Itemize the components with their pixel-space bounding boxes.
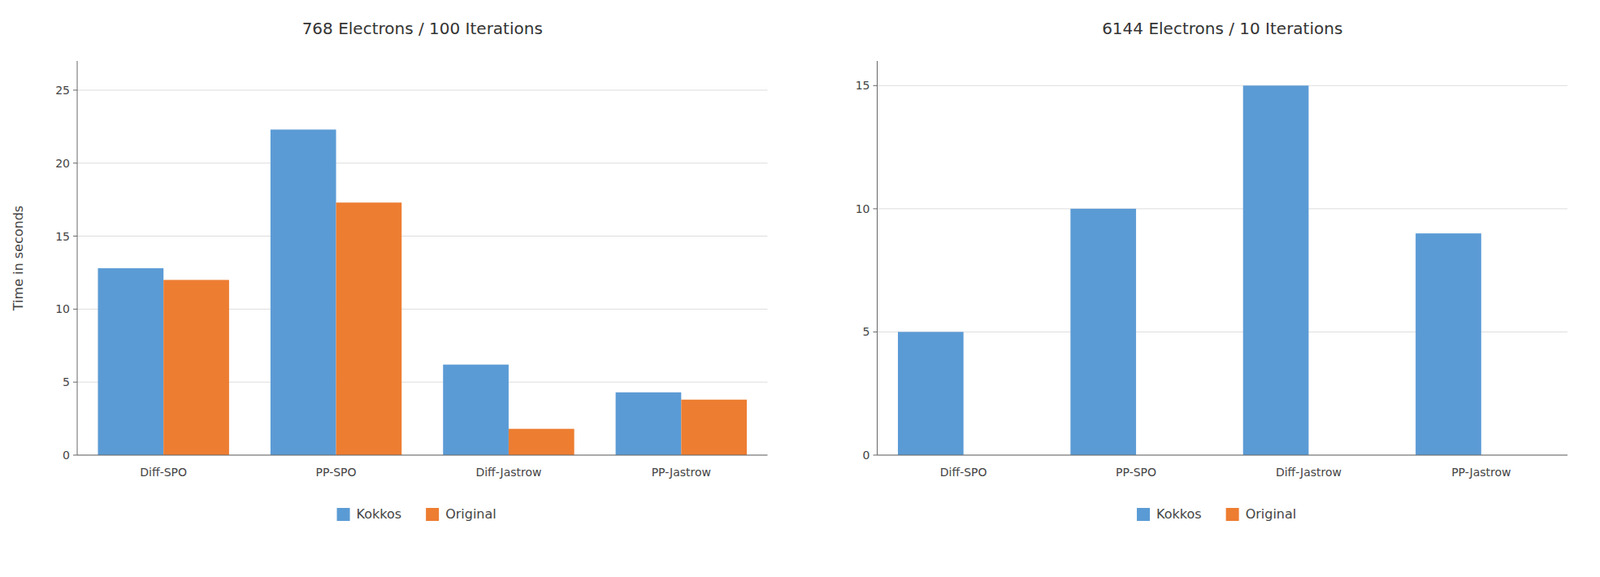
bar: [1070, 208, 1137, 456]
legend-label: Original: [445, 506, 497, 522]
y-tick-label: 15: [55, 229, 70, 243]
legend-swatch: [1136, 507, 1150, 521]
y-tick-label: 20: [55, 156, 70, 170]
legend-label: Kokkos: [356, 506, 403, 522]
bar: [615, 392, 682, 456]
y-tick: [73, 455, 78, 456]
x-tick-label: Diff-Jastrow: [475, 465, 542, 479]
y-tick-label: 10: [55, 302, 70, 316]
bars: [897, 85, 1482, 456]
bar: [680, 399, 747, 456]
chart-panel: 768 Electrons / 100 Iterations 0 5 10 15 20 25…: [10, 18, 768, 522]
background: [0, 0, 1600, 577]
y-tick: [73, 162, 78, 164]
y-tick-label: 5: [862, 325, 871, 339]
bars: [97, 129, 747, 456]
y-tick-label: 10: [855, 202, 871, 216]
y-tick-label: 25: [55, 83, 70, 97]
legend-swatch: [1226, 507, 1240, 521]
bar: [1415, 233, 1482, 456]
y-tick: [873, 85, 878, 87]
y-tick: [873, 208, 878, 209]
grid-line: [877, 85, 1569, 87]
legend: Kokkos Original: [1136, 506, 1297, 522]
bar: [336, 202, 403, 456]
y-axis-line: [77, 60, 79, 456]
legend-label: Kokkos: [1156, 506, 1202, 522]
y-tick: [73, 89, 78, 91]
bar: [442, 364, 509, 456]
y-tick: [73, 235, 78, 237]
y-tick: [73, 381, 78, 383]
grid-line: [877, 208, 1569, 209]
y-tick: [873, 455, 878, 456]
grid-line: [77, 89, 768, 91]
chart-title: 6144 Electrons / 10 Iterations: [1101, 18, 1343, 39]
x-axis-line: [77, 455, 768, 456]
x-tick-label: Diff-SPO: [940, 465, 988, 479]
bar: [97, 268, 164, 456]
bar: [270, 129, 337, 456]
bar: [897, 331, 964, 456]
x-tick-label: PP-SPO: [316, 465, 357, 479]
y-tick: [73, 308, 78, 310]
x-tick-label: PP-Jastrow: [651, 465, 712, 479]
x-tick-label: Diff-Jastrow: [1275, 465, 1342, 479]
y-tick-label: 5: [62, 375, 70, 389]
x-tick-label: PP-Jastrow: [1451, 465, 1511, 479]
x-tick-label: Diff-SPO: [139, 465, 187, 479]
legend-swatch: [425, 507, 439, 521]
y-tick-label: 15: [855, 78, 871, 92]
chart-panel: 6144 Electrons / 10 Iterations 0 5 10 15 Diff…: [855, 18, 1568, 522]
bar: [508, 429, 575, 456]
y-tick-label: 0: [862, 448, 871, 462]
page: Kokkos vs Original html, body { margin: …: [0, 0, 1600, 577]
y-tick: [873, 331, 878, 333]
chart-title: 768 Electrons / 100 Iterations: [302, 18, 543, 39]
bar: [163, 279, 230, 456]
grid-line: [77, 235, 768, 237]
grid-line: [77, 455, 768, 456]
y-axis-label: Time in seconds: [10, 205, 27, 312]
bar: [1243, 85, 1310, 456]
grid-line: [877, 455, 1569, 456]
x-axis-line: [877, 455, 1569, 456]
legend-swatch: [337, 507, 351, 521]
grid-line: [77, 162, 768, 164]
page-body: {"chart_data": [ {"type": "bar", "title"…: [0, 0, 1600, 577]
legend-label: Original: [1245, 506, 1297, 522]
x-tick-label: PP-SPO: [1115, 465, 1157, 479]
y-tick-label: 0: [62, 448, 70, 462]
chart-canvas: 768 Electrons / 100 Iterations 0 5 10 15 20 25…: [0, 0, 1600, 577]
legend: Kokkos Original: [337, 506, 497, 522]
y-axis-line: [876, 60, 878, 456]
